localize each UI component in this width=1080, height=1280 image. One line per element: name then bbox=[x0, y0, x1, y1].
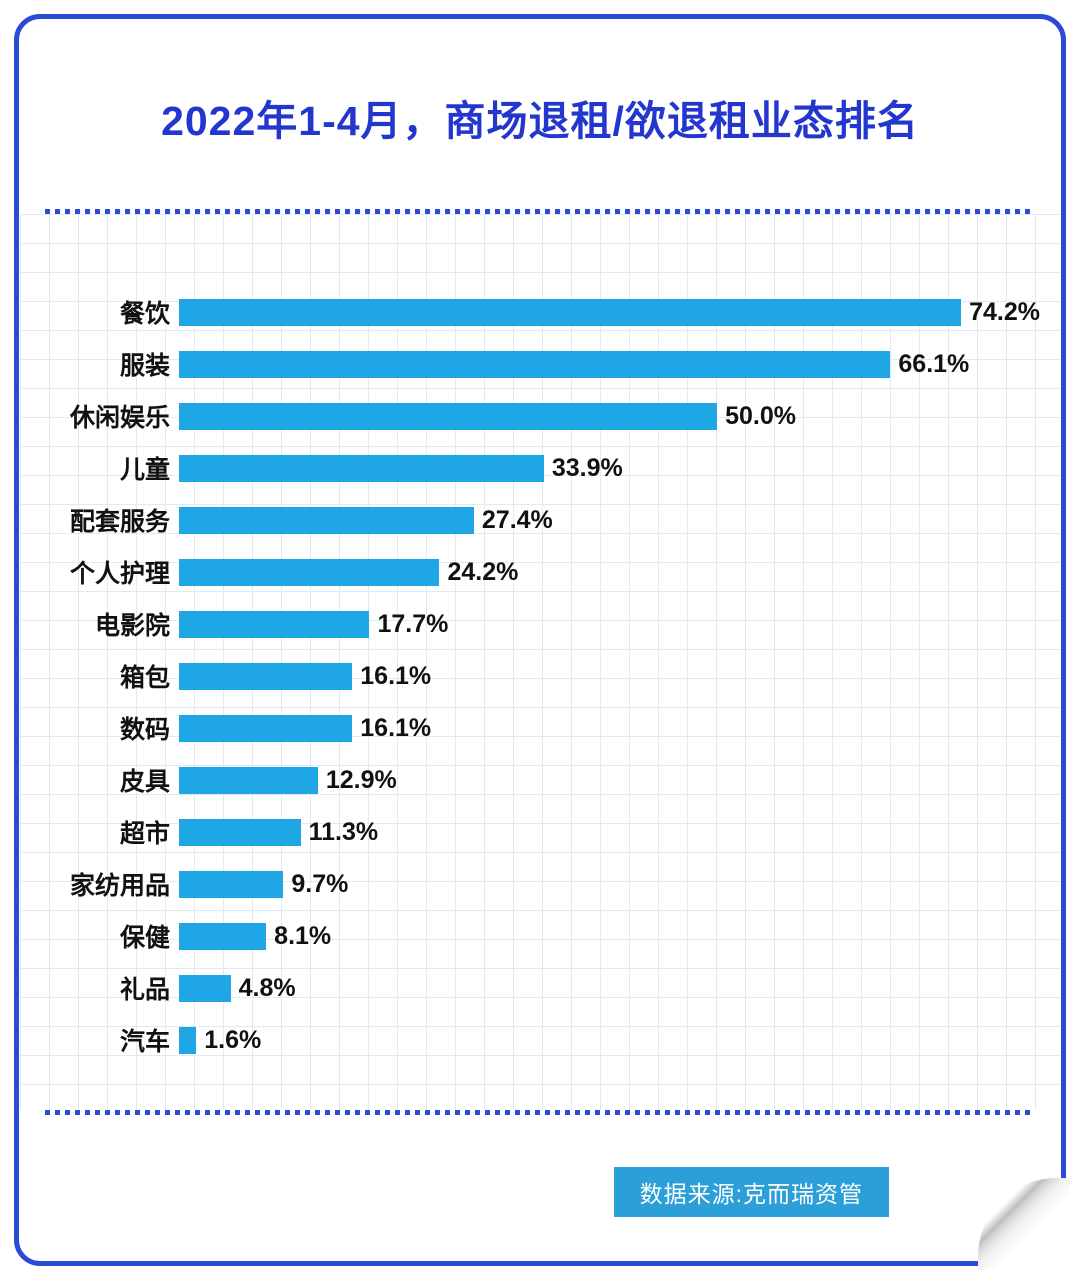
value-label: 50.0% bbox=[725, 401, 797, 430]
bar bbox=[179, 922, 267, 950]
poster-frame: 2022年1-4月，商场退租/欲退租业态排名 餐饮 74.2% 服装 66.1% 休闲娱… bbox=[14, 14, 1066, 1266]
bar-row: 个人护理 24.2% bbox=[20, 546, 1060, 598]
value-label: 16.1% bbox=[360, 661, 432, 690]
source-badge: 数据来源:克而瑞资管 bbox=[613, 1167, 889, 1217]
bar-track: 33.9% bbox=[179, 453, 1040, 482]
source-label: 数据来源:克而瑞资管 bbox=[639, 1181, 863, 1207]
bar-row: 餐饮 74.2% bbox=[20, 286, 1060, 338]
category-label: 保健 bbox=[119, 924, 170, 952]
category-label: 家纺用品 bbox=[69, 872, 170, 900]
value-label: 4.8% bbox=[238, 973, 296, 1002]
category-label: 超市 bbox=[119, 820, 170, 848]
bar bbox=[179, 974, 231, 1002]
bar-track: 11.3% bbox=[179, 817, 1040, 846]
bar-row: 保健 8.1% bbox=[20, 910, 1060, 962]
bar-row: 休闲娱乐 50.0% bbox=[20, 390, 1060, 442]
bar bbox=[179, 766, 318, 794]
value-label: 8.1% bbox=[274, 921, 332, 950]
bar bbox=[179, 454, 544, 482]
bar-row: 服装 66.1% bbox=[20, 338, 1060, 390]
bar-track: 66.1% bbox=[179, 349, 1040, 378]
bar-track: 4.8% bbox=[179, 973, 1040, 1002]
category-label: 电影院 bbox=[94, 612, 170, 640]
dotted-divider-top bbox=[45, 209, 1035, 214]
bar bbox=[179, 402, 718, 430]
bar-track: 17.7% bbox=[179, 609, 1040, 638]
bar-chart: 餐饮 74.2% 服装 66.1% 休闲娱乐 50.0% 儿童 33.9% 配套服务 27.4% 个… bbox=[20, 214, 1060, 1110]
footer: 数据来源:克而瑞资管 bbox=[19, 1167, 1061, 1217]
bar-track: 16.1% bbox=[179, 661, 1040, 690]
bar bbox=[179, 1026, 197, 1054]
category-label: 餐饮 bbox=[119, 300, 170, 328]
value-label: 1.6% bbox=[204, 1025, 262, 1054]
page-curl bbox=[978, 1178, 1070, 1270]
bar-row: 皮具 12.9% bbox=[20, 754, 1060, 806]
bar-track: 74.2% bbox=[179, 297, 1040, 326]
bar bbox=[179, 870, 284, 898]
page-title: 2022年1-4月，商场退租/欲退租业态排名 bbox=[161, 98, 919, 144]
bar bbox=[179, 818, 301, 846]
category-label: 皮具 bbox=[119, 768, 170, 796]
value-label: 9.7% bbox=[291, 869, 349, 898]
bar bbox=[179, 610, 370, 638]
bar bbox=[179, 350, 891, 378]
value-label: 27.4% bbox=[481, 505, 553, 534]
value-label: 24.2% bbox=[447, 557, 519, 586]
bar-rows: 餐饮 74.2% 服装 66.1% 休闲娱乐 50.0% 儿童 33.9% 配套服务 27.4% 个… bbox=[20, 286, 1060, 1066]
bar-row: 配套服务 27.4% bbox=[20, 494, 1060, 546]
dotted-divider-bottom bbox=[45, 1110, 1035, 1115]
bar-track: 9.7% bbox=[179, 869, 1040, 898]
bar bbox=[179, 298, 962, 326]
category-label: 服装 bbox=[119, 352, 170, 380]
category-label: 儿童 bbox=[119, 456, 170, 484]
bar-row: 数码 16.1% bbox=[20, 702, 1060, 754]
category-label: 礼品 bbox=[119, 976, 170, 1004]
bar-row: 儿童 33.9% bbox=[20, 442, 1060, 494]
bar-track: 8.1% bbox=[179, 921, 1040, 950]
bar-row: 汽车 1.6% bbox=[20, 1014, 1060, 1066]
bar bbox=[179, 714, 353, 742]
value-label: 16.1% bbox=[360, 713, 432, 742]
bar-row: 箱包 16.1% bbox=[20, 650, 1060, 702]
bar-track: 1.6% bbox=[179, 1025, 1040, 1054]
category-label: 休闲娱乐 bbox=[69, 404, 170, 432]
bar-row: 礼品 4.8% bbox=[20, 962, 1060, 1014]
bar-track: 50.0% bbox=[179, 401, 1040, 430]
value-label: 66.1% bbox=[898, 349, 970, 378]
bar bbox=[179, 662, 353, 690]
category-label: 箱包 bbox=[119, 664, 170, 692]
bar-track: 16.1% bbox=[179, 713, 1040, 742]
category-label: 数码 bbox=[119, 716, 170, 744]
bar-track: 27.4% bbox=[179, 505, 1040, 534]
value-label: 74.2% bbox=[969, 297, 1040, 326]
category-label: 个人护理 bbox=[69, 560, 170, 588]
value-label: 33.9% bbox=[551, 453, 623, 482]
bar-row: 家纺用品 9.7% bbox=[20, 858, 1060, 910]
bar-track: 12.9% bbox=[179, 765, 1040, 794]
bar bbox=[179, 558, 440, 586]
bar bbox=[179, 506, 474, 534]
bar-row: 电影院 17.7% bbox=[20, 598, 1060, 650]
bar-row: 超市 11.3% bbox=[20, 806, 1060, 858]
value-label: 11.3% bbox=[308, 817, 379, 846]
value-label: 12.9% bbox=[325, 765, 397, 794]
category-label: 汽车 bbox=[119, 1028, 170, 1056]
bar-track: 24.2% bbox=[179, 557, 1040, 586]
value-label: 17.7% bbox=[377, 609, 449, 638]
category-label: 配套服务 bbox=[69, 508, 170, 536]
